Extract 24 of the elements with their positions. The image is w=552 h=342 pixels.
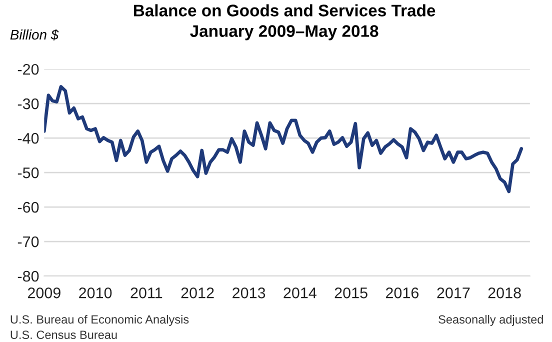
x-tick-label: 2011 [130,288,162,298]
x-tick-label: 2013 [232,288,266,298]
y-tick-label: -20 [18,64,39,75]
y-tick-label: -60 [18,202,39,213]
x-tick-label: 2018 [488,288,521,298]
text: U.S. Census Bureau [10,330,117,340]
y-tick-label: -70 [18,236,39,248]
y-tick-label: -50 [18,167,39,178]
x-tick-label: 2017 [437,288,470,298]
y-tick-label: -40 [18,132,39,144]
text: U.S. Bureau of Economic Analysis [10,314,189,326]
x-tick-label: 2012 [181,288,214,298]
y-axis-title: Billion $ [10,29,59,40]
x-tick-label: 2015 [334,288,368,298]
y-tick-label: -30 [18,98,39,110]
y-tick-label: -80 [18,270,39,282]
chart-title: Balance on Goods and Services Trade [134,4,436,16]
x-tick-label: 2010 [79,288,112,298]
x-tick-label: 2016 [386,288,418,298]
x-tick-label: 2009 [28,288,60,298]
text: Seasonally adjusted [438,314,543,326]
x-tick-label: 2014 [284,288,316,298]
chart-subtitle: January 2009–May 2018 [190,25,378,40]
line-series [44,85,524,194]
